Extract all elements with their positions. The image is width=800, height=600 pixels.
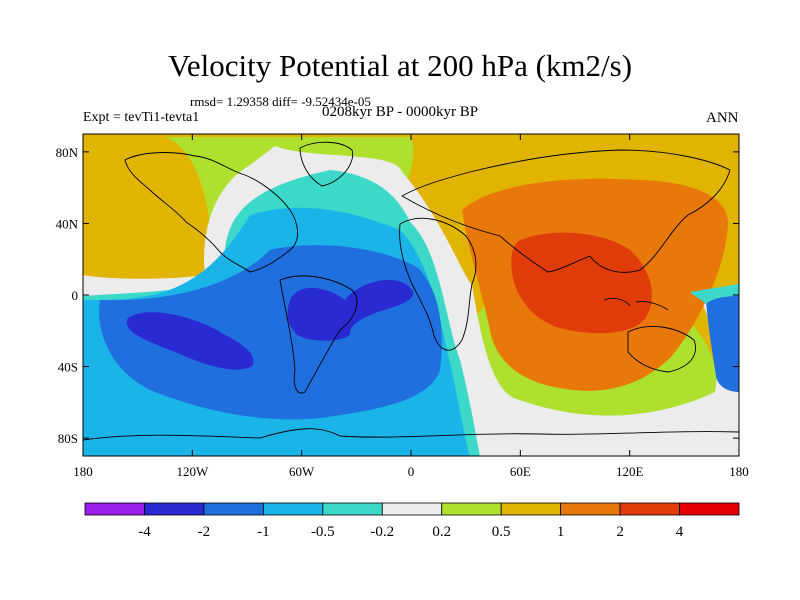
coast-north-america (124, 152, 298, 273)
colorbar-box (500, 502, 562, 516)
x-tick-label: 0 (408, 464, 415, 479)
coast-australia (627, 326, 696, 373)
period-label: 0208kyr BP - 0000kyr BP (322, 104, 479, 120)
band-blue-pacific-edge (706, 292, 739, 392)
y-tick-label: 0 (72, 288, 79, 303)
colorbar-label: -0.2 (370, 524, 394, 540)
colorbar-box (84, 502, 145, 516)
y-tick-label: 80N (56, 145, 79, 160)
colorbar-label: 4 (676, 524, 684, 540)
x-tick-label: 120E (616, 464, 644, 479)
colorbar-box (619, 502, 680, 516)
x-axis: 180 120W 60W 0 60E 120E 180 (73, 134, 749, 479)
contour-fill (83, 134, 739, 456)
colorbar-box (560, 502, 621, 516)
x-tick-label: 60E (510, 464, 531, 479)
x-tick-label: 60W (289, 464, 315, 479)
colorbar-box (381, 502, 443, 516)
y-axis: 80N 40N 0 40S 80S (56, 145, 739, 446)
y-tick-label: 40N (56, 216, 79, 231)
colorbar-box (322, 502, 383, 516)
x-tick-label: 180 (73, 464, 93, 479)
colorbar-label: 2 (616, 524, 624, 540)
experiment-label: Expt = tevTi1-tevta1 (83, 110, 200, 125)
band-cyan-pacific-edge (690, 284, 739, 304)
y-tick-label: 40S (58, 360, 78, 375)
colorbar-box (144, 502, 205, 516)
coast-greenland (299, 141, 354, 187)
colorbar-label: 0.2 (432, 524, 451, 540)
colorbar-box (441, 502, 502, 516)
stats-label: rmsd= 1.29358 diff= -9.52434e-05 (190, 94, 371, 109)
chart-title: Velocity Potential at 200 hPa (km2/s) (167, 48, 633, 83)
x-tick-label: 180 (729, 464, 749, 479)
map-panel: 180 120W 60W 0 60E 120E 180 80N 40N 0 40S 80S (56, 133, 749, 479)
colorbar-label: 1 (557, 524, 565, 540)
band-blue (99, 245, 442, 420)
x-tick-label: 120W (176, 464, 209, 479)
colorbar-box (679, 502, 740, 516)
band-dark-blue-atlantic (287, 279, 414, 341)
band-dark-blue-west (126, 312, 254, 370)
coast-indonesia (603, 297, 669, 311)
season-label: ANN (706, 110, 739, 126)
colorbar: -4 -2 -1 -0.5 -0.2 0.2 0.5 1 2 4 (84, 502, 740, 540)
colorbar-label: -0.5 (311, 524, 335, 540)
colorbar-label: -4 (138, 524, 151, 540)
y-tick-label: 80S (58, 431, 78, 446)
colorbar-box (203, 502, 264, 516)
coast-antarctica (83, 428, 739, 441)
coast-europe-asia (401, 149, 731, 273)
colorbar-label: -2 (198, 524, 211, 540)
colorbar-label: -1 (257, 524, 270, 540)
coast-south-america (279, 275, 358, 394)
colorbar-box (262, 502, 324, 516)
colorbar-label: 0.5 (492, 524, 511, 540)
band-red (511, 232, 652, 334)
coastlines (83, 141, 739, 441)
coast-africa (399, 217, 477, 351)
